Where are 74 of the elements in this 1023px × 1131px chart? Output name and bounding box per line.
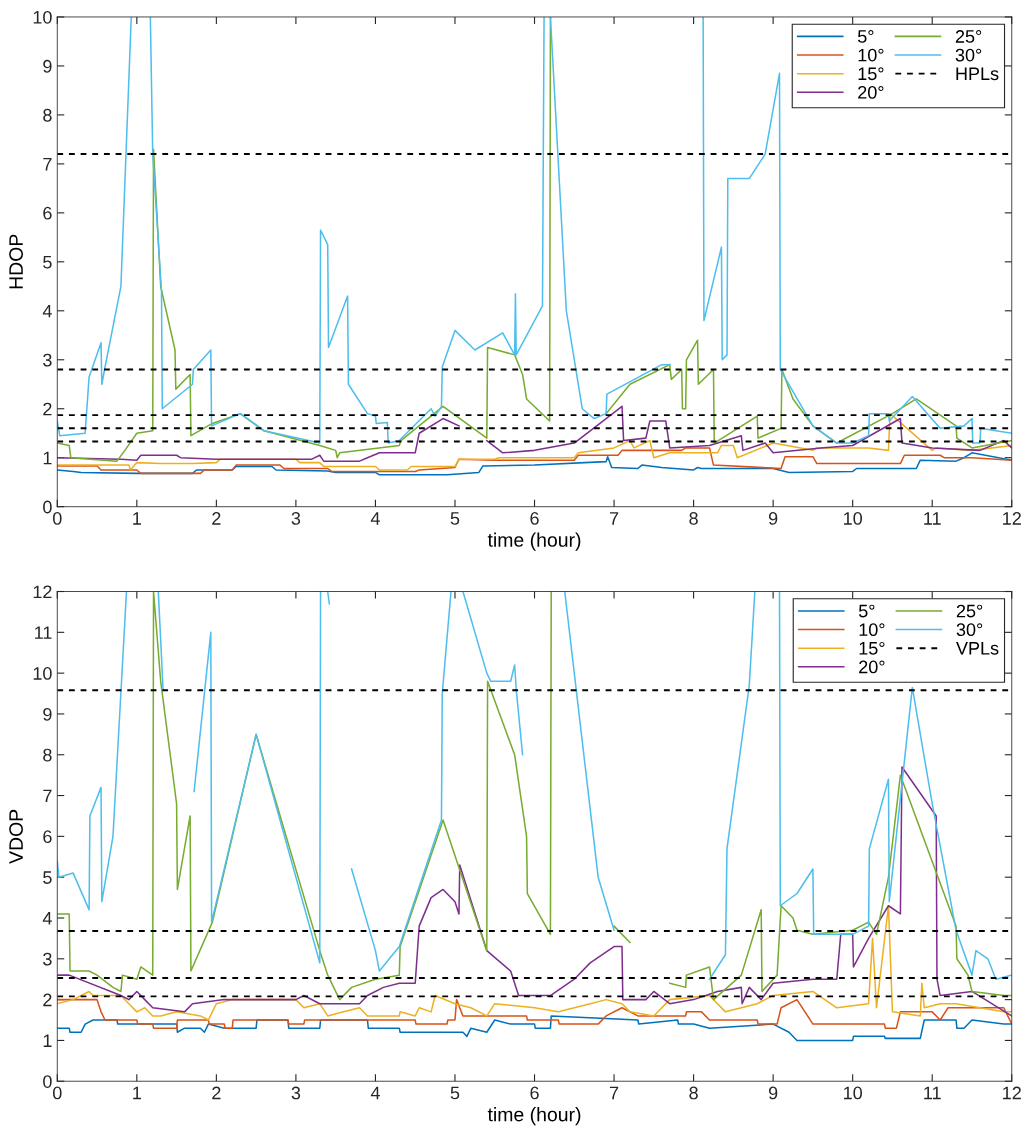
legend-label: 10° bbox=[859, 623, 885, 637]
y-tick-label: 1 bbox=[43, 1034, 52, 1047]
line-series bbox=[57, 998, 1012, 1029]
y-tick-label: 5 bbox=[43, 255, 52, 269]
y-tick-label: 11 bbox=[35, 626, 52, 639]
y-tick-label: 9 bbox=[43, 707, 52, 721]
legend-label: 25° bbox=[956, 604, 983, 618]
x-tick-label: 0 bbox=[52, 512, 62, 525]
legend-label: 15° bbox=[859, 641, 885, 655]
x-tick-label: 12 bbox=[1003, 512, 1021, 525]
x-tick-label: 7 bbox=[609, 1086, 619, 1100]
y-tick-label: 0 bbox=[43, 500, 52, 514]
x-tick-label: 12 bbox=[1003, 1086, 1021, 1100]
y-axis-title: VDOP bbox=[9, 809, 23, 864]
y-tick-label: 8 bbox=[43, 748, 52, 762]
legend-label: 20° bbox=[858, 85, 884, 99]
x-axis-title: time (hour) bbox=[487, 532, 581, 551]
y-tick-label: 10 bbox=[33, 667, 52, 680]
x-tick-label: 3 bbox=[291, 512, 301, 525]
line-series bbox=[57, 904, 1012, 1021]
y-tick-label: 2 bbox=[43, 993, 52, 1007]
y-tick-label: 9 bbox=[43, 59, 52, 73]
x-tick-label: 11 bbox=[924, 512, 941, 525]
y-tick-label: 3 bbox=[43, 353, 52, 367]
x-tick-label: 5 bbox=[450, 1086, 460, 1100]
legend-label: 10° bbox=[858, 48, 884, 62]
y-tick-label: 7 bbox=[43, 789, 52, 803]
x-tick-label: 2 bbox=[212, 512, 221, 525]
x-tick-label: 8 bbox=[689, 1086, 698, 1100]
y-tick-label: 7 bbox=[43, 158, 52, 171]
legend-label: HPLs bbox=[956, 67, 999, 81]
x-tick-label: 2 bbox=[212, 1086, 221, 1100]
legend-label: 15° bbox=[858, 67, 884, 81]
y-tick-label: 6 bbox=[43, 206, 52, 220]
x-tick-label: 1 bbox=[133, 512, 141, 525]
y-tick-label: 2 bbox=[43, 402, 52, 416]
x-tick-label: 11 bbox=[924, 1086, 941, 1100]
line-series bbox=[57, 1015, 1012, 1042]
x-tick-label: 10 bbox=[844, 1086, 863, 1100]
line-series bbox=[57, 447, 1012, 475]
y-tick-label: 3 bbox=[43, 952, 52, 966]
x-tick-label: 1 bbox=[133, 1086, 141, 1100]
x-tick-label: 9 bbox=[768, 1086, 778, 1100]
legend-label: 25° bbox=[955, 30, 982, 43]
x-axis-title: time (hour) bbox=[487, 1107, 581, 1126]
x-tick-label: 6 bbox=[530, 1086, 539, 1100]
x-tick-label: 5 bbox=[450, 512, 460, 525]
legend-label: 30° bbox=[956, 623, 983, 637]
y-tick-label: 8 bbox=[43, 108, 52, 122]
y-tick-label: 6 bbox=[43, 830, 52, 844]
legend-label: 30° bbox=[955, 48, 982, 62]
y-tick-label: 10 bbox=[33, 10, 52, 24]
legend-label: 5° bbox=[857, 30, 874, 43]
legend-label: 20° bbox=[859, 660, 885, 674]
line-series bbox=[57, 766, 1012, 1017]
y-tick-label: 12 bbox=[33, 585, 52, 599]
x-tick-label: 3 bbox=[291, 1086, 301, 1100]
y-axis-title: HDOP bbox=[9, 234, 23, 289]
x-tick-label: 4 bbox=[370, 512, 380, 525]
x-tick-label: 9 bbox=[768, 512, 778, 525]
x-tick-label: 6 bbox=[530, 512, 539, 525]
x-tick-label: 4 bbox=[370, 1086, 380, 1100]
x-tick-label: 8 bbox=[689, 512, 698, 525]
y-tick-label: 0 bbox=[43, 1075, 52, 1088]
legend-label: 5° bbox=[858, 604, 875, 618]
x-tick-label: 0 bbox=[52, 1086, 62, 1100]
y-tick-label: 4 bbox=[42, 304, 52, 318]
y-tick-label: 1 bbox=[43, 451, 52, 465]
x-tick-label: 10 bbox=[844, 512, 863, 525]
legend-label: VPLs bbox=[956, 642, 999, 655]
line-series bbox=[57, 412, 1012, 471]
y-tick-label: 4 bbox=[42, 912, 52, 925]
x-tick-label: 7 bbox=[609, 512, 619, 525]
y-tick-label: 5 bbox=[43, 871, 52, 884]
